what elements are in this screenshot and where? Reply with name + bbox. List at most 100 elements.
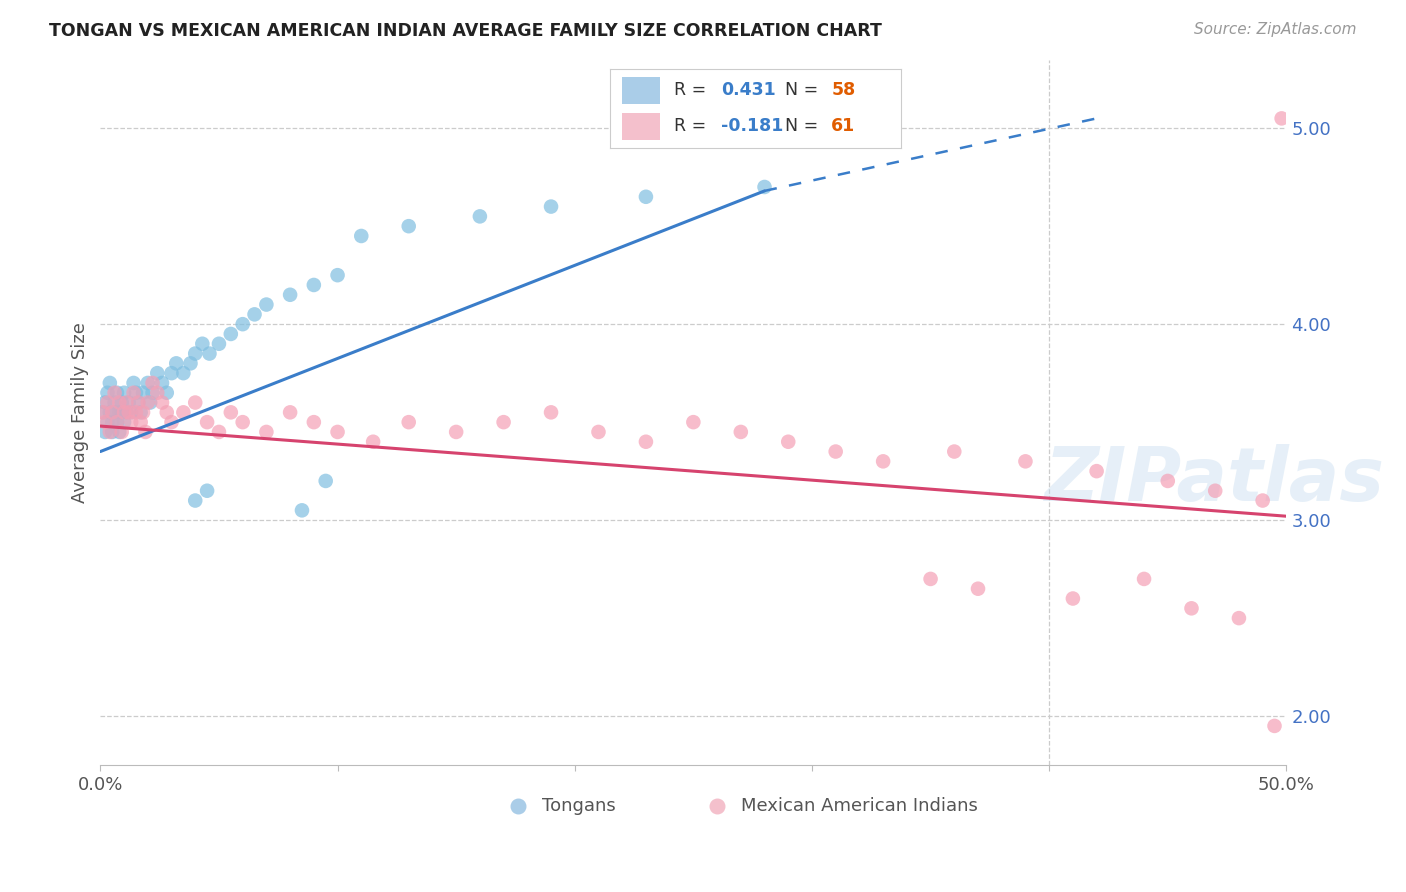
Point [101,405,124,419]
Point [94,415,117,429]
Point [125,405,148,419]
Y-axis label: Average Family Size: Average Family Size [72,322,89,503]
Point [184,493,207,508]
Point [172,366,194,380]
Point [91,405,114,419]
Point [219,326,242,341]
Point [540,200,562,214]
Point [115,405,138,419]
Point [105,415,128,429]
Text: TONGAN VS MEXICAN AMERICAN INDIAN AVERAGE FAMILY SIZE CORRELATION CHART: TONGAN VS MEXICAN AMERICAN INDIAN AVERAG… [49,22,882,40]
Point [326,425,349,439]
Text: ZIPatlas: ZIPatlas [1045,444,1385,517]
Point [127,395,149,409]
Point [184,346,207,360]
Point [1263,719,1285,733]
Point [243,307,266,321]
Point [730,425,752,439]
Point [141,376,163,390]
Point [98,425,121,439]
Point [150,395,173,409]
Point [146,366,169,380]
Point [105,415,128,429]
Point [967,582,990,596]
Point [872,454,894,468]
Point [118,395,141,409]
Point [191,336,214,351]
Point [96,395,118,409]
Point [132,385,155,400]
Point [91,405,114,419]
Point [540,405,562,419]
Point [1271,112,1294,126]
Point [146,385,169,400]
Point [361,434,384,449]
Point [101,425,124,439]
Point [492,415,515,429]
Point [127,395,149,409]
Point [754,180,776,194]
Point [1133,572,1156,586]
Point [165,356,187,370]
Point [112,405,135,419]
Point [1251,493,1274,508]
Point [120,405,142,419]
Point [112,415,135,429]
Point [350,229,373,244]
Point [108,405,131,419]
Point [468,210,491,224]
Point [195,415,218,429]
Point [179,356,201,370]
Point [398,219,420,234]
Point [315,474,337,488]
Point [101,415,124,429]
Point [150,376,173,390]
Point [122,385,145,400]
Point [108,425,131,439]
Point [208,425,231,439]
Point [254,297,277,311]
Point [105,385,128,400]
Point [139,395,162,409]
Point [302,415,325,429]
Point [232,317,254,331]
Point [195,483,218,498]
Point [96,415,118,429]
Point [96,385,118,400]
Point [132,405,155,419]
Point [111,405,134,419]
Point [118,405,141,419]
Point [94,425,117,439]
Point [444,425,467,439]
Point [103,385,125,400]
Point [156,405,179,419]
Point [94,395,117,409]
Point [278,405,301,419]
Point [1227,611,1250,625]
Point [943,444,966,458]
Point [136,376,159,390]
Point [824,444,846,458]
Point [160,415,183,429]
Point [778,434,800,449]
Point [291,503,314,517]
Point [134,425,156,439]
Point [198,346,221,360]
Point [302,277,325,292]
Point [111,425,134,439]
Point [160,366,183,380]
Point [98,376,121,390]
Point [398,415,420,429]
Point [172,405,194,419]
Point [588,425,610,439]
Point [326,268,349,282]
Point [208,336,231,351]
Text: Source: ZipAtlas.com: Source: ZipAtlas.com [1194,22,1357,37]
Point [1180,601,1202,615]
Point [108,395,131,409]
Point [115,395,138,409]
Point [1204,483,1226,498]
Point [232,415,254,429]
Point [136,395,159,409]
Point [125,385,148,400]
